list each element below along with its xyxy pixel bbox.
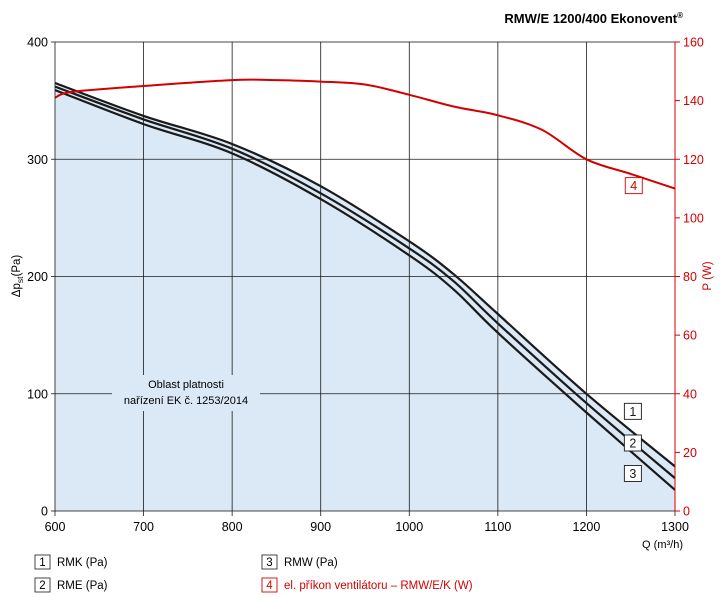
legend-swatch-1 <box>34 554 51 570</box>
y2-tick-label: 80 <box>683 270 697 284</box>
chart-title: RMW/E 1200/400 Ekonovent® <box>504 11 683 26</box>
series-tag-box-4 <box>624 177 643 195</box>
y-tick-label: 0 <box>41 505 48 519</box>
legend-swatch-3-number: 3 <box>266 557 272 569</box>
y-tick-label: 400 <box>27 36 48 50</box>
legend-label-1: RMK (Pa) <box>57 557 108 569</box>
series-tags: 1 2 3 4 <box>623 177 643 482</box>
legend-swatch-4-number: 4 <box>266 580 273 592</box>
y2-tick-label: 40 <box>683 387 697 401</box>
legend-swatch-1-number: 1 <box>39 557 45 569</box>
x-tick-label: 800 <box>222 520 243 534</box>
x-tick-label: 600 <box>45 520 66 534</box>
validity-region-label: Oblast platnosti nařízení EK č. 1253/201… <box>112 375 260 411</box>
y2-tick-label: 100 <box>683 211 704 225</box>
series-tag-box-2 <box>623 434 642 452</box>
legend-label-2: RME (Pa) <box>57 580 108 592</box>
y2-tick-label: 20 <box>683 446 697 460</box>
y2-tick-label: 0 <box>683 505 690 519</box>
validity-label-backing <box>112 375 260 411</box>
series-line-1 <box>55 81 675 468</box>
legend-item-3: 3 RMW (Pa) <box>261 554 338 570</box>
x-tick-label: 1200 <box>573 520 601 534</box>
x-tick-label: 1300 <box>661 520 689 534</box>
legend-item-2: 2 RME (Pa) <box>34 577 108 593</box>
x-tick-label: 700 <box>133 520 154 534</box>
y-tick-label: 200 <box>27 270 48 284</box>
legend-label-3: RMW (Pa) <box>284 557 338 569</box>
series-line-2 <box>55 85 675 480</box>
y-tick-label: 300 <box>27 153 48 167</box>
series-tag-label-4: 4 <box>630 179 637 193</box>
series-tag-label-2: 2 <box>629 436 636 450</box>
series-tag-box-1 <box>623 402 642 420</box>
legend-swatch-2-number: 2 <box>39 580 45 592</box>
series-line-3 <box>55 89 675 491</box>
legend: 1 RMK (Pa) 2 RME (Pa) 3 RMW (Pa) 4 el. p… <box>34 554 473 593</box>
series-tag-label-1: 1 <box>629 405 636 419</box>
y-tick-label: 100 <box>27 387 48 401</box>
legend-item-1: 1 RMK (Pa) <box>34 554 108 570</box>
tick-labels: 600 700 800 900 1000 1100 1200 1300010020030040… <box>27 36 704 535</box>
y2-axis-label: P (W) <box>702 261 714 290</box>
x-tick-label: 1100 <box>484 520 511 534</box>
series-layer <box>55 78 675 491</box>
legend-swatch-3 <box>261 554 278 570</box>
legend-item-4: 4 el. příkon ventilátoru – RMW/E/K (W) <box>261 577 473 593</box>
legend-swatch-4 <box>261 577 278 593</box>
x-axis-label: Q (m³/h) <box>642 539 683 551</box>
y2-tick-label: 120 <box>683 153 704 167</box>
y2-tick-label: 140 <box>683 94 704 108</box>
series-tag-box-3 <box>623 465 642 482</box>
validity-label-line-2: nařízení EK č. 1253/2014 <box>124 395 248 407</box>
validity-region-fill <box>55 83 675 511</box>
validity-label-line-1: Oblast platnosti <box>148 379 224 391</box>
x-tick-label: 1000 <box>395 520 423 534</box>
y-axis-label: Δpst(Pa) <box>11 255 25 298</box>
series-tag-label-3: 3 <box>629 467 636 481</box>
x-tick-label: 900 <box>310 520 331 534</box>
y2-tick-label: 60 <box>683 329 697 343</box>
y2-tick-label: 160 <box>683 36 704 50</box>
legend-label-4: el. příkon ventilátoru – RMW/E/K (W) <box>284 580 473 592</box>
series-line-4 <box>55 78 675 190</box>
legend-swatch-2 <box>34 577 51 593</box>
registered-mark: ® <box>677 11 683 20</box>
